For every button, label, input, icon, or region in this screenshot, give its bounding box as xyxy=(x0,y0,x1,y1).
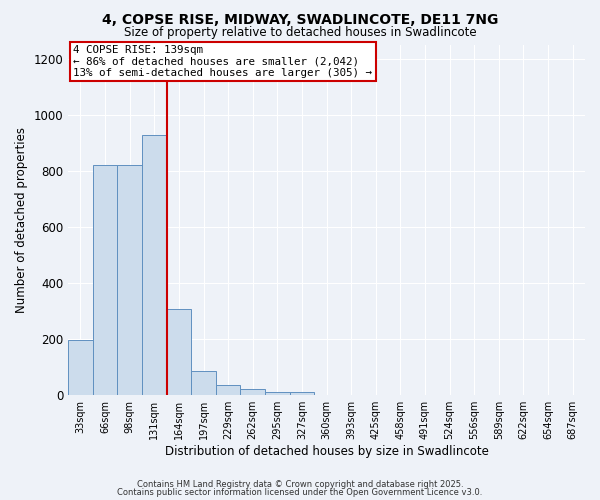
Bar xyxy=(118,166,142,394)
Bar xyxy=(241,389,265,394)
Bar xyxy=(68,340,93,394)
Bar xyxy=(142,134,167,394)
X-axis label: Distribution of detached houses by size in Swadlincote: Distribution of detached houses by size … xyxy=(164,444,488,458)
Bar xyxy=(93,166,118,394)
Bar xyxy=(265,392,290,394)
Text: 4 COPSE RISE: 139sqm
← 86% of detached houses are smaller (2,042)
13% of semi-de: 4 COPSE RISE: 139sqm ← 86% of detached h… xyxy=(73,45,373,78)
Bar xyxy=(191,371,216,394)
Bar xyxy=(216,385,241,394)
Text: 4, COPSE RISE, MIDWAY, SWADLINCOTE, DE11 7NG: 4, COPSE RISE, MIDWAY, SWADLINCOTE, DE11… xyxy=(102,12,498,26)
Text: Contains public sector information licensed under the Open Government Licence v3: Contains public sector information licen… xyxy=(118,488,482,497)
Bar xyxy=(167,310,191,394)
Text: Contains HM Land Registry data © Crown copyright and database right 2025.: Contains HM Land Registry data © Crown c… xyxy=(137,480,463,489)
Y-axis label: Number of detached properties: Number of detached properties xyxy=(15,127,28,313)
Text: Size of property relative to detached houses in Swadlincote: Size of property relative to detached ho… xyxy=(124,26,476,39)
Bar xyxy=(290,392,314,394)
